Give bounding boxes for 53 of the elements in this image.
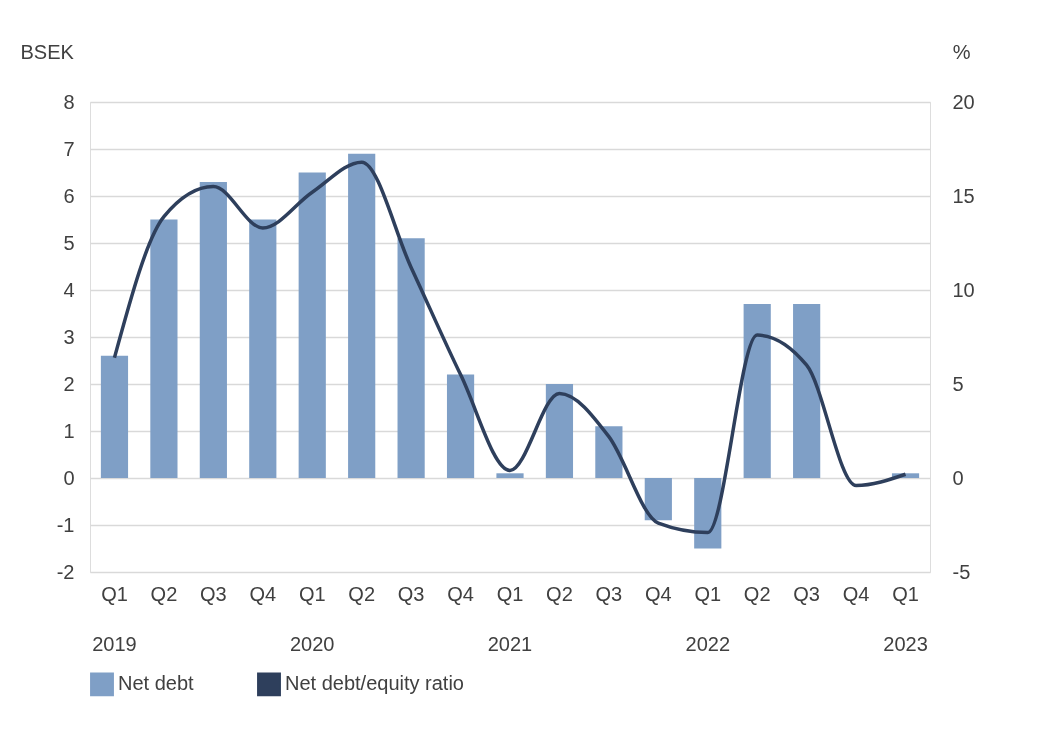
x-tick-label: Q2	[348, 582, 376, 605]
y-tick-label: -2	[56, 560, 75, 583]
x-tick-label: Q4	[249, 582, 277, 605]
y-axis-title: BSEK	[20, 40, 75, 63]
bar	[644, 478, 672, 521]
category-label: Q1 2023	[883, 582, 928, 655]
y2-tick-label: 0	[952, 466, 964, 489]
x-tick-label: Q4	[842, 582, 870, 605]
x-tick-label: Q3	[200, 582, 227, 605]
y-tick-label: -1	[56, 513, 75, 536]
bar	[348, 153, 376, 478]
y-tick-label: 5	[63, 231, 75, 254]
y-tick-label: 8	[63, 90, 75, 113]
y-tick-label: 1	[63, 419, 75, 442]
y2-tick-label: 20	[952, 90, 975, 113]
bar	[694, 478, 722, 549]
bar	[150, 219, 178, 478]
y2-tick-label: 5	[952, 372, 964, 395]
legend-label: Net debt/equity ratio	[285, 672, 464, 695]
bar	[793, 304, 821, 478]
bar	[397, 238, 425, 478]
y2-tick-label: 10	[952, 278, 975, 301]
bar	[743, 304, 771, 478]
y2-axis-title: %	[952, 40, 971, 63]
x-tick-label: Q2	[546, 582, 573, 605]
line-series	[112, 160, 908, 535]
legend-label: Net debt	[118, 672, 195, 695]
y2-tick-label: -5	[952, 560, 971, 583]
y-tick-label: 0	[63, 466, 75, 489]
category-label: Q1 2019	[92, 582, 137, 655]
bar	[199, 181, 227, 478]
x-tick-label: Q4	[644, 582, 672, 605]
x-tick-label: Q3	[595, 582, 623, 605]
bar	[496, 473, 524, 478]
x-tick-label: Q3	[793, 582, 820, 605]
x-tick-label: Q3	[397, 582, 425, 605]
category-label: Q1 2022	[685, 582, 731, 655]
y2-tick-label: 15	[952, 184, 975, 207]
bar	[249, 219, 277, 478]
x-tick-label: Q4	[447, 582, 474, 605]
y-tick-label: 4	[63, 278, 75, 301]
y-tick-label: 6	[63, 184, 75, 207]
y-tick-label: 7	[63, 137, 75, 160]
x-tick-label: Q2	[743, 582, 771, 605]
bar	[298, 172, 326, 478]
bar	[545, 384, 574, 478]
category-label: Q1 2020	[289, 582, 335, 655]
bar	[446, 374, 475, 478]
bar	[100, 355, 129, 478]
y-tick-label: 3	[63, 325, 75, 348]
y-tick-label: 2	[63, 372, 75, 395]
x-tick-label: Q2	[150, 582, 178, 605]
category-label: Q1 2021	[487, 582, 533, 655]
